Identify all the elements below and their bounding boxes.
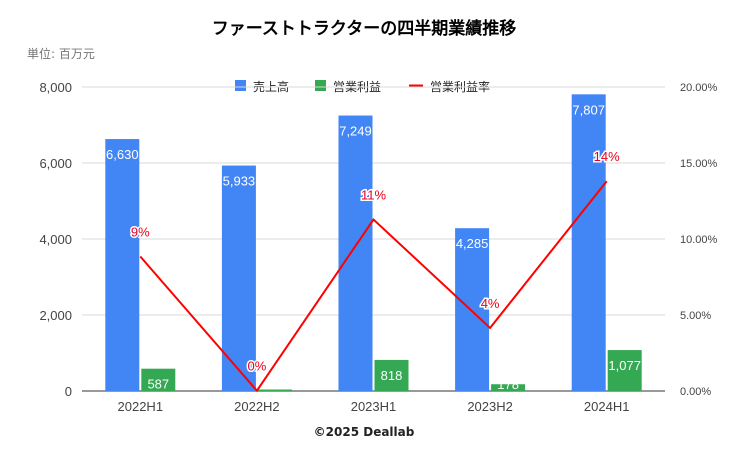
footer-credit: ©2025 Deallab	[314, 425, 415, 439]
y-right-tick-label: 15.00%	[680, 158, 718, 170]
y-axis-left: 0 2,000 4,000 6,000 8,000	[39, 80, 72, 399]
legend-swatch	[235, 80, 246, 91]
y-left-tick-label: 0	[65, 384, 72, 399]
bar-revenue-label: 5,933	[223, 174, 256, 189]
x-tick-label: 2024H1	[584, 399, 630, 414]
bars: 6,630 587 5,933 1 7,249 818 4,285 178 7,807 1,077	[105, 94, 642, 392]
x-tick-label: 2022H1	[118, 399, 164, 414]
bar-operating-profit	[141, 368, 176, 391]
rate-line-path	[139, 180, 608, 393]
y-left-tick-label: 4,000	[39, 232, 72, 247]
x-tick-label: 2022H2	[234, 399, 280, 414]
bar-operating-profit-label: 1	[271, 377, 278, 392]
bar-revenue-label: 7,249	[339, 124, 372, 139]
legend-swatch	[315, 80, 326, 91]
bar-revenue	[105, 139, 140, 391]
bar-revenue	[571, 94, 606, 392]
x-tick-label: 2023H2	[467, 399, 513, 414]
bar-operating-profit	[257, 389, 292, 391]
rate-label: 11%	[361, 188, 386, 203]
bar-revenue	[455, 228, 490, 391]
x-tick-label: 2023H1	[351, 399, 397, 414]
y-left-tick-label: 6,000	[39, 156, 72, 171]
bar-revenue-label: 6,630	[106, 147, 139, 162]
x-axis: 2022H1 2022H2 2023H1 2023H2 2024H1	[118, 399, 630, 414]
bar-operating-profit-label: 1,077	[608, 358, 641, 373]
rate-label: 4%	[481, 296, 500, 311]
bar-revenue	[338, 115, 373, 392]
bar-operating-profit	[607, 350, 642, 391]
y-axis-right: 0.00% 5.00% 10.00% 15.00% 20.00%	[680, 82, 718, 398]
y-right-tick-label: 20.00%	[680, 82, 718, 94]
y-right-tick-label: 5.00%	[680, 310, 711, 322]
y-left-tick-label: 8,000	[39, 80, 72, 95]
gridlines	[82, 86, 665, 392]
unit-label: 単位: 百万元	[27, 46, 95, 61]
bar-operating-profit	[374, 359, 409, 391]
y-right-tick-label: 0.00%	[680, 386, 711, 398]
bar-revenue	[221, 165, 256, 391]
rate-line: 9% 0% 11% 4% 14%	[129, 148, 622, 393]
bar-revenue-label: 4,285	[456, 236, 489, 251]
y-right-tick-label: 10.00%	[680, 234, 718, 246]
bar-operating-profit-label: 178	[497, 377, 519, 392]
chart-title: ファーストトラクターの四半期業績推移	[212, 18, 516, 39]
bar-operating-profit	[491, 384, 526, 391]
bar-revenue-label: 7,807	[572, 102, 605, 117]
bar-operating-profit-label: 587	[147, 377, 169, 392]
rate-label: 14%	[594, 149, 620, 164]
bar-operating-profit-label: 818	[381, 368, 403, 383]
rate-label: 9%	[131, 224, 150, 239]
y-left-tick-label: 2,000	[39, 308, 72, 323]
rate-label: 0%	[248, 359, 267, 374]
